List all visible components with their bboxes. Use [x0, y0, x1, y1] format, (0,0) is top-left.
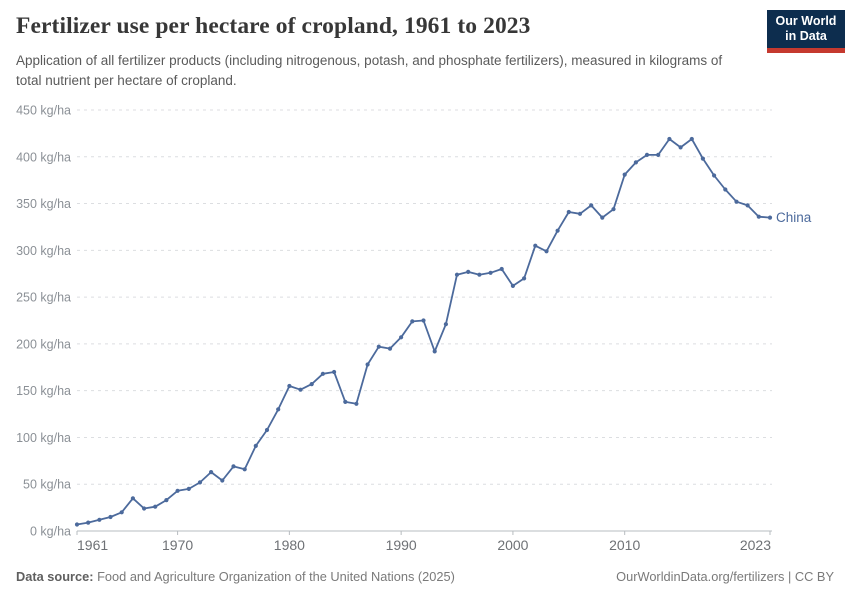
y-axis-label: 250 kg/ha: [16, 291, 71, 305]
data-point[interactable]: [544, 249, 549, 254]
data-point[interactable]: [689, 136, 694, 142]
data-point[interactable]: [410, 319, 415, 324]
data-point[interactable]: [242, 467, 247, 472]
data-point[interactable]: [74, 522, 80, 527]
data-point[interactable]: [622, 172, 627, 177]
data-point[interactable]: [186, 486, 191, 491]
data-source-text: Food and Agriculture Organization of the…: [97, 569, 455, 584]
data-point[interactable]: [175, 488, 180, 493]
data-point[interactable]: [142, 506, 147, 511]
data-point[interactable]: [522, 276, 527, 281]
footer-link[interactable]: OurWorldinData.org/fertilizers | CC BY: [616, 569, 834, 584]
data-point[interactable]: [533, 243, 538, 248]
data-point[interactable]: [723, 187, 728, 192]
chart-title: Fertilizer use per hectare of cropland, …: [16, 13, 531, 39]
data-point[interactable]: [589, 203, 594, 208]
data-point[interactable]: [376, 344, 381, 349]
data-point[interactable]: [667, 136, 672, 142]
data-point[interactable]: [287, 383, 292, 389]
data-point[interactable]: [510, 283, 515, 288]
chart-subtitle: Application of all fertilizer products (…: [16, 53, 723, 88]
x-axis-label: 1980: [274, 537, 305, 553]
x-axis-label: 2010: [609, 537, 640, 553]
data-point[interactable]: [119, 510, 124, 515]
data-point[interactable]: [86, 520, 91, 525]
data-point[interactable]: [600, 215, 605, 220]
data-point[interactable]: [399, 335, 404, 340]
y-axis-label: 200 kg/ha: [16, 337, 71, 351]
data-point[interactable]: [734, 199, 739, 204]
data-point[interactable]: [332, 369, 337, 375]
data-point[interactable]: [209, 470, 214, 475]
series-label-china[interactable]: China: [776, 210, 812, 225]
x-axis-label: 1961: [77, 537, 108, 553]
data-point[interactable]: [756, 214, 761, 219]
data-point[interactable]: [477, 272, 482, 277]
data-point[interactable]: [220, 478, 225, 483]
data-point[interactable]: [264, 427, 270, 433]
data-point[interactable]: [678, 145, 683, 150]
data-point[interactable]: [421, 318, 426, 323]
data-point[interactable]: [555, 228, 560, 233]
data-source: Data source: Food and Agriculture Organi…: [16, 568, 455, 585]
data-point[interactable]: [231, 464, 236, 469]
series-line-china[interactable]: [76, 138, 771, 526]
data-point[interactable]: [577, 211, 583, 216]
data-point[interactable]: [432, 349, 437, 354]
y-axis-label: 450 kg/ha: [16, 104, 71, 118]
line-chart[interactable]: 0 kg/ha 50 kg/ha 100 kg/ha 150 kg/ha 200 kg/…: [0, 95, 850, 565]
data-point[interactable]: [443, 322, 448, 327]
owid-logo-line2: in Data: [785, 29, 827, 43]
owid-logo-line1: Our World: [775, 14, 837, 28]
y-axis-label: 100 kg/ha: [16, 431, 71, 445]
data-point[interactable]: [354, 401, 359, 406]
chart-footer: Data source: Food and Agriculture Organi…: [16, 568, 834, 585]
data-source-label: Data source:: [16, 569, 94, 584]
y-axis-label: 300 kg/ha: [16, 244, 71, 258]
y-axis-label: 0 kg/ha: [30, 525, 71, 539]
data-point[interactable]: [108, 514, 113, 520]
data-point[interactable]: [197, 480, 203, 485]
data-point[interactable]: [700, 156, 706, 161]
data-point[interactable]: [298, 387, 303, 392]
data-point[interactable]: [611, 207, 616, 212]
x-axis-label: 1990: [386, 537, 417, 553]
data-point[interactable]: [633, 160, 639, 165]
data-point[interactable]: [499, 266, 504, 272]
data-point[interactable]: [767, 215, 773, 220]
x-axis-label: 1970: [162, 537, 193, 553]
data-point[interactable]: [745, 203, 750, 208]
data-point[interactable]: [253, 443, 258, 448]
data-point[interactable]: [644, 152, 650, 157]
data-point[interactable]: [343, 399, 348, 404]
data-point[interactable]: [97, 517, 102, 522]
y-axis-label: 400 kg/ha: [16, 150, 71, 164]
y-axis-label: 50 kg/ha: [23, 478, 71, 492]
data-point[interactable]: [130, 496, 135, 501]
data-point[interactable]: [309, 382, 314, 387]
x-axis-label: 2000: [497, 537, 528, 553]
data-point[interactable]: [712, 173, 717, 178]
data-point[interactable]: [153, 504, 158, 509]
data-point[interactable]: [387, 346, 393, 351]
data-point[interactable]: [276, 407, 281, 412]
data-point[interactable]: [164, 498, 169, 503]
data-point[interactable]: [365, 362, 370, 367]
data-point[interactable]: [454, 272, 460, 277]
data-point[interactable]: [488, 270, 493, 275]
data-point[interactable]: [466, 269, 471, 274]
data-point[interactable]: [320, 371, 325, 376]
data-point[interactable]: [656, 152, 661, 157]
x-axis-label: 2023: [740, 537, 771, 553]
y-axis-label: 350 kg/ha: [16, 197, 71, 211]
owid-logo[interactable]: Our World in Data: [767, 10, 845, 53]
y-axis-label: 150 kg/ha: [16, 384, 71, 398]
data-point[interactable]: [566, 209, 571, 215]
